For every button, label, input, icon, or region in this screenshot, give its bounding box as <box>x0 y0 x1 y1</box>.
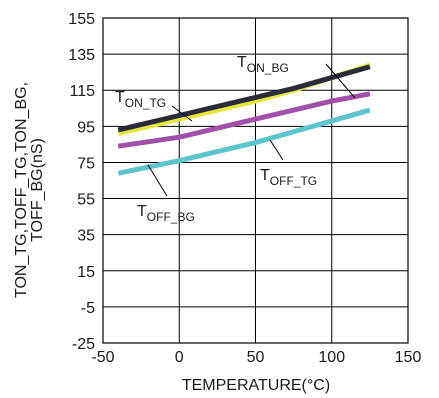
y-tick-label: 95 <box>77 119 95 136</box>
series-callouts: TON_BG TON_TG TOFF_TG TOFF_BG <box>115 54 356 224</box>
y-tick-label: 35 <box>77 228 95 245</box>
x-tick-label: 50 <box>247 349 265 366</box>
x-axis-label: TEMPERATURE(°C) <box>182 377 330 394</box>
callout-leader-on-tg <box>171 105 193 122</box>
series-label-off-bg: TOFF_BG <box>137 203 195 224</box>
x-tick-label: 0 <box>175 349 184 366</box>
plot-frame <box>102 17 409 344</box>
series-line-off-tg <box>117 91 371 149</box>
y-axis-label-line-2: TOFF_BG(nS) <box>29 138 46 242</box>
callout-leader-off-tg <box>269 139 284 161</box>
x-tick-labels: -50 0 50 100 150 <box>91 349 421 366</box>
y-axis-label-line-1: TON_TG,TOFF_TG,TON_BG, <box>13 82 30 298</box>
series-lines <box>117 62 371 176</box>
y-axis-label: TON_TG,TOFF_TG,TON_BG, TOFF_BG(nS) <box>13 82 46 298</box>
y-tick-labels: 155 135 115 95 75 55 35 15 -5 -25 <box>68 11 95 353</box>
y-tick-label: 135 <box>68 47 95 64</box>
series-line-on-bg <box>117 64 371 133</box>
y-tick-label: 75 <box>77 155 95 172</box>
y-tick-label: 15 <box>77 264 95 281</box>
y-tick-label: -25 <box>72 336 95 353</box>
y-tick-label: 155 <box>68 11 95 28</box>
series-label-off-tg: TOFF_TG <box>260 167 317 188</box>
y-tick-label: 55 <box>77 192 95 209</box>
series-line-off-bg <box>117 107 371 176</box>
series-label-on-bg: TON_BG <box>237 54 289 75</box>
x-tick-label: -50 <box>91 349 114 366</box>
series-label-on-tg: TON_TG <box>115 89 166 110</box>
x-tick-label: 150 <box>395 349 422 366</box>
y-tick-label: 115 <box>69 83 95 100</box>
callout-leader-on-bg <box>325 63 356 99</box>
x-tick-label: 100 <box>318 349 345 366</box>
callout-leader-off-bg <box>147 164 168 197</box>
y-tick-label: -5 <box>81 300 95 317</box>
